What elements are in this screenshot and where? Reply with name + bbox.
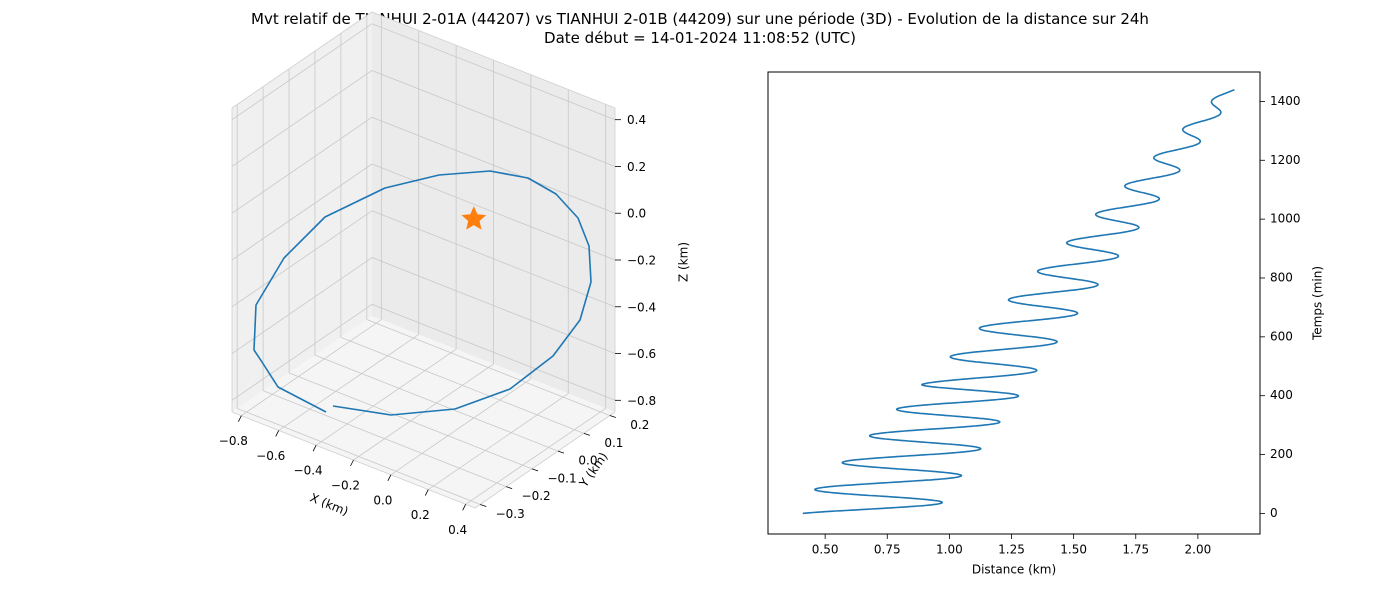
grid-back-z: [371, 70, 616, 167]
x-tick-label: 0.75: [874, 543, 901, 557]
grid-left-z: [231, 163, 373, 261]
z-tick-label: 0.0: [627, 207, 646, 221]
y-tick-label: 0.2: [630, 418, 649, 432]
x-tick-label: 0.50: [812, 543, 839, 557]
x-tick: [462, 504, 467, 511]
chart-title-line1: Mvt relatif de TIANHUI 2-01A (44207) vs …: [251, 10, 1149, 28]
grid-back-z: [371, 257, 616, 354]
grid-floor-y: [314, 354, 559, 452]
y-tick: [583, 432, 591, 436]
grid-back-z: [371, 23, 616, 121]
y-tick: [557, 450, 565, 454]
grid-left-z: [231, 70, 373, 167]
x-tick: [424, 489, 429, 496]
z-tick-label: −0.2: [627, 254, 656, 268]
pane-edge: [231, 11, 373, 109]
y-tick-label: −0.3: [496, 507, 525, 521]
z-tick-label: 0.4: [627, 113, 646, 127]
grid-floor-x: [315, 348, 457, 446]
z-tick-label: −0.4: [627, 300, 656, 314]
grid-floor-y: [237, 408, 481, 505]
x-tick-label: 0.2: [411, 508, 430, 522]
x-tick: [350, 459, 354, 467]
y-tick: [505, 486, 513, 490]
grid-floor-x: [428, 393, 569, 490]
y-tick-label: −0.1: [547, 471, 576, 485]
y-tick: [480, 504, 487, 507]
grid-floor-y: [288, 372, 533, 470]
x-tick: [312, 445, 317, 452]
x-tick-label: 1.75: [1122, 543, 1149, 557]
y-axis-label: Temps (min): [1311, 266, 1325, 341]
y-tick-label: 200: [1270, 447, 1293, 461]
chart-3d-trajectory: −0.8−0.6−0.4−0.20.00.20.4X (km) −0.3−0.2−…: [219, 11, 691, 537]
y-tick-label: 1200: [1270, 153, 1301, 167]
grid-back-z: [371, 210, 616, 308]
grid-floor-x: [241, 319, 382, 417]
x-tick: [237, 415, 242, 422]
z-tick-label: 0.2: [627, 160, 646, 174]
grid-floor-y: [340, 336, 585, 434]
z-tick-label: −0.8: [627, 394, 656, 408]
z-axis-label: Z (km): [677, 242, 691, 282]
x-tick: [275, 430, 280, 437]
y-tick: [609, 415, 616, 418]
pane-edge: [371, 11, 616, 109]
y-tick-label: 1000: [1270, 212, 1301, 226]
trajectory-line: [253, 170, 592, 416]
grid-floor-x: [278, 334, 419, 431]
grid-back-z: [371, 303, 616, 401]
x-tick-label: 0.4: [448, 523, 467, 537]
y-tick-label: 0.0: [578, 454, 597, 468]
grid-left-z: [231, 23, 373, 121]
x-tick-label: 2.00: [1185, 543, 1212, 557]
y-tick-label: 800: [1270, 270, 1293, 284]
grid-back-z: [371, 116, 616, 214]
grid-left-z: [231, 116, 373, 214]
x-tick-label: 1.00: [936, 543, 963, 557]
y-tick-label: −0.2: [522, 489, 551, 503]
grid-floor-x: [390, 378, 532, 476]
y-tick-label: 400: [1270, 388, 1293, 402]
x-axis-label: Distance (km): [972, 563, 1056, 577]
x-tick-label: 1.50: [1060, 543, 1087, 557]
pane-edge: [474, 411, 616, 509]
chart-title-line2: Date début = 14-01-2024 11:08:52 (UTC): [544, 29, 856, 47]
x-tick-label: −0.8: [219, 434, 248, 448]
x-axis-label: X (km): [308, 491, 350, 519]
grid-left-z: [231, 210, 373, 308]
y-tick-label: 0.1: [604, 436, 623, 450]
x-tick-label: 0.0: [373, 493, 392, 507]
x-tick-label: −0.6: [256, 449, 285, 463]
grid-left-z: [231, 303, 373, 401]
y-tick-label: 600: [1270, 329, 1293, 343]
z-tick-label: −0.6: [627, 347, 656, 361]
x-tick: [387, 474, 392, 481]
x-tick-label: −0.2: [331, 479, 360, 493]
grid-floor-y: [366, 319, 610, 416]
origin-star-marker: [461, 206, 487, 230]
grid-floor-y: [262, 390, 507, 488]
grid-floor-x: [465, 407, 606, 505]
grid-back-z: [371, 163, 616, 261]
x-tick-label: −0.4: [294, 464, 323, 478]
distance-series-line: [802, 88, 1235, 515]
chart-distance-vs-time: 0.50 0.75 1.00 1.25 1.50 1.75 2.00 Distance (km…: [767, 71, 1325, 577]
y-tick-label: 0: [1270, 506, 1278, 520]
x-tick-label: 1.25: [998, 543, 1025, 557]
y-tick-label: 1400: [1270, 94, 1301, 108]
y-tick: [531, 468, 539, 472]
